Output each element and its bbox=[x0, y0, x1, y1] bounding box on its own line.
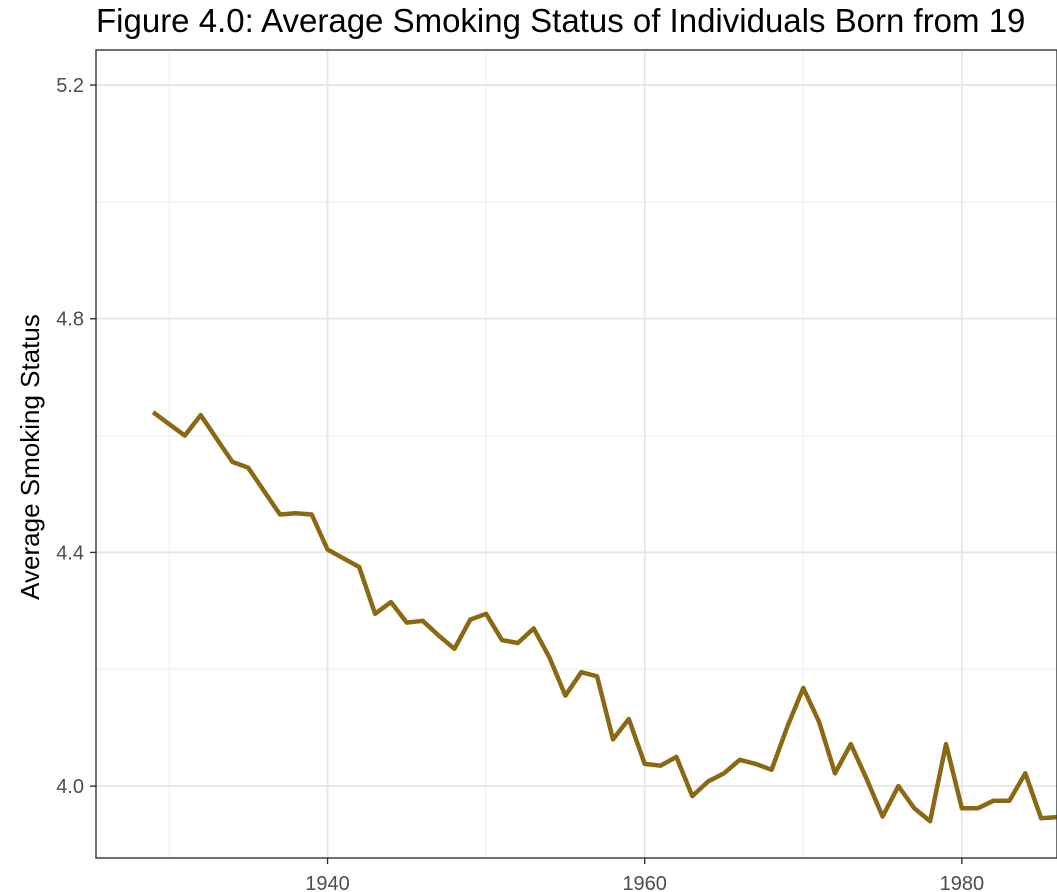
series-layer bbox=[151, 410, 1057, 824]
y-tick-label: 4.0 bbox=[56, 776, 84, 798]
y-axis-title: Average Smoking Status bbox=[15, 314, 45, 600]
x-axis: 1940 1960 1980 bbox=[305, 858, 984, 892]
y-tick-label: 4.4 bbox=[56, 542, 84, 564]
plot-border bbox=[95, 49, 1057, 859]
x-tick-label: 1940 bbox=[305, 873, 350, 892]
minor-gridlines bbox=[96, 50, 1057, 858]
x-tick-label: 1980 bbox=[940, 873, 985, 892]
y-tick-label: 5.2 bbox=[56, 75, 84, 97]
y-tick-label: 4.8 bbox=[56, 309, 84, 331]
plot-panel bbox=[96, 50, 1057, 858]
series-line bbox=[151, 410, 1057, 824]
y-axis: 4.0 4.4 4.8 5.2 bbox=[56, 75, 96, 798]
chart-title: Figure 4.0: Average Smoking Status of In… bbox=[96, 2, 1026, 39]
x-tick-label: 1960 bbox=[622, 873, 667, 892]
